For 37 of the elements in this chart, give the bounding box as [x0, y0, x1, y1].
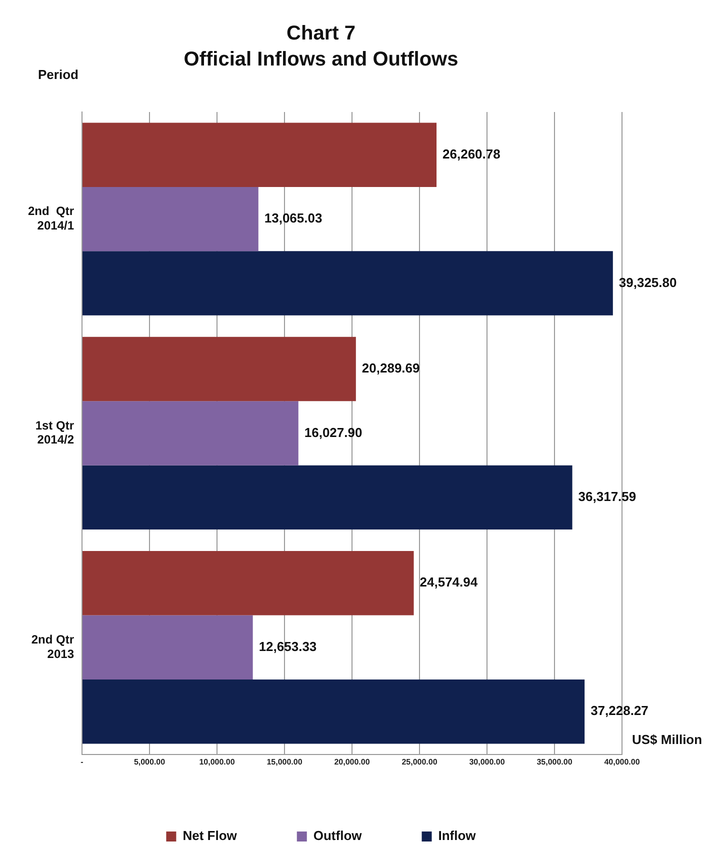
x-tick-label: 20,000.00	[334, 757, 370, 766]
x-tick-label: -	[80, 757, 84, 766]
data-label: 39,325.80	[618, 274, 677, 290]
x-tick-label: 30,000.00	[469, 757, 506, 766]
y-tick-label: 2nd Qtr 2013	[31, 632, 74, 661]
data-label: 16,027.90	[304, 424, 362, 440]
data-label: 37,228.27	[590, 703, 648, 718]
data-label: 12,653.33	[258, 638, 317, 654]
bar	[82, 251, 613, 316]
bar	[82, 679, 585, 744]
y-tick-label: 1st Qtr 2014/2	[35, 418, 74, 447]
bar	[82, 401, 298, 466]
x-tick-label: 10,000.00	[199, 757, 236, 766]
y-tick-label: 2nd Qtr 2014/1	[28, 204, 74, 233]
legend-label: Outflow	[313, 828, 363, 844]
bar	[82, 122, 437, 187]
legend-label: Net Flow	[182, 828, 238, 844]
bar	[82, 336, 356, 402]
chart-title: Chart 7	[286, 22, 356, 45]
x-tick-label: 5,000.00	[134, 757, 166, 766]
data-label: 13,065.03	[264, 210, 322, 226]
x-tick-label: 35,000.00	[536, 757, 573, 766]
bar	[82, 550, 414, 616]
x-tick-label: 25,000.00	[402, 757, 438, 766]
bar	[82, 186, 258, 252]
data-label: 26,260.78	[442, 146, 500, 162]
x-axis-title: US$ Million	[632, 732, 702, 747]
y-axis-title: Period	[38, 67, 79, 82]
legend-label: Inflow	[438, 828, 477, 844]
bar	[82, 615, 253, 680]
x-tick-label: 40,000.00	[604, 757, 640, 766]
bar	[82, 465, 572, 530]
x-tick-label: 15,000.00	[266, 757, 303, 766]
data-label: 20,289.69	[362, 360, 420, 376]
data-label: 24,574.94	[420, 574, 478, 590]
chart-subtitle: Official Inflows and Outflows	[184, 48, 458, 71]
data-label: 36,317.59	[578, 489, 636, 504]
